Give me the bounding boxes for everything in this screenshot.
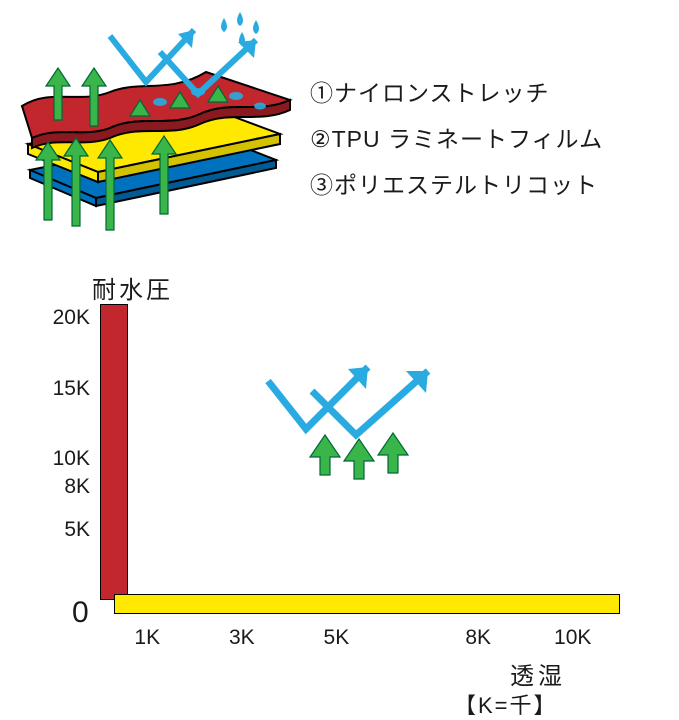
legend-num: ③ [310,172,334,198]
fabric-layers-diagram [10,10,310,250]
axis-note: 【K=千】 [454,688,558,720]
legend-item-1: ①ナイロンストレッチ [310,70,603,116]
legend-label: TPU ラミネートフィルム [332,126,603,152]
y-tick-label: 10K [53,447,90,471]
legend-item-2: ②TPU ラミネートフィルム [310,116,603,162]
legend-label: ナイロンストレッチ [334,80,550,106]
y-tick-label: 20K [53,306,90,330]
chart-bounce-icon [260,357,460,487]
x-tick-label: 10K [554,626,591,650]
x-tick-label: 1K [134,626,160,650]
y-axis-title: 耐水圧 [92,270,173,305]
y-tick-label: 8K [64,475,90,499]
y-axis-labels: 20K 15K 10K 8K 5K [40,304,90,614]
bar-breathability [114,594,620,614]
plot-area [100,304,620,614]
infographic-root: ①ナイロンストレッチ ②TPU ラミネートフィルム ③ポリエステルトリコット 耐… [0,0,679,698]
layer-legend: ①ナイロンストレッチ ②TPU ラミネートフィルム ③ポリエステルトリコット [310,70,603,208]
x-axis-title: 透湿 [510,656,566,691]
origin-label: 0 [72,596,89,630]
legend-num: ① [310,80,334,106]
legend-item-3: ③ポリエステルトリコット [310,162,603,208]
legend-label: ポリエステルトリコット [334,172,598,198]
x-tick-label: 3K [229,626,255,650]
x-tick-label: 5K [324,626,350,650]
x-tick-label: 8K [465,626,491,650]
legend-num: ② [310,126,332,152]
bar-waterproof [100,304,128,600]
x-axis-labels: 1K 3K 5K 8K 10K [100,626,620,654]
y-tick-label: 5K [64,518,90,542]
performance-chart: 耐水圧 20K15K10K8K5K 0 1K3K5 [40,270,640,680]
y-tick-label: 15K [53,377,90,401]
